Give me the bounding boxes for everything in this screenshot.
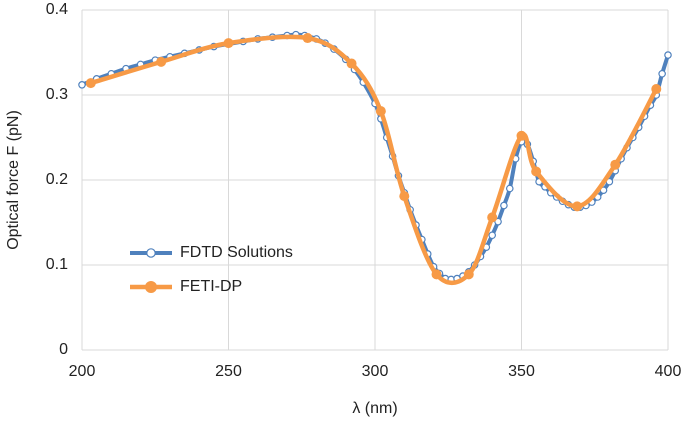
marker bbox=[431, 269, 442, 280]
x-tick-label: 350 bbox=[508, 363, 535, 380]
x-tick-label: 200 bbox=[69, 363, 96, 380]
y-tick-label: 0.1 bbox=[46, 256, 68, 273]
marker bbox=[85, 78, 96, 89]
marker bbox=[78, 81, 86, 89]
y-tick-label: 0 bbox=[59, 341, 68, 358]
marker bbox=[610, 159, 621, 170]
marker bbox=[156, 56, 167, 67]
y-tick-label: 0.4 bbox=[46, 1, 68, 18]
marker bbox=[658, 69, 666, 78]
marker bbox=[664, 51, 672, 59]
legend-label: FETI-DP bbox=[180, 278, 242, 295]
line bbox=[90, 34, 659, 286]
marker bbox=[651, 84, 662, 95]
x-tick-label: 400 bbox=[655, 363, 682, 380]
marker bbox=[505, 184, 514, 193]
marker bbox=[399, 191, 410, 202]
x-tick-label: 300 bbox=[362, 363, 389, 380]
marker bbox=[531, 166, 542, 177]
marker bbox=[488, 231, 497, 240]
x-axis-title: λ (nm) bbox=[352, 400, 397, 417]
legend-marker bbox=[145, 281, 157, 293]
marker bbox=[487, 212, 498, 223]
marker bbox=[572, 201, 583, 212]
marker bbox=[346, 58, 357, 69]
y-tick-label: 0.3 bbox=[46, 86, 68, 103]
marker bbox=[500, 201, 508, 210]
marker bbox=[375, 106, 386, 117]
x-tick-label: 250 bbox=[215, 363, 242, 380]
marker bbox=[302, 33, 313, 44]
marker bbox=[516, 130, 527, 141]
y-tick-label: 0.2 bbox=[46, 171, 68, 188]
marker bbox=[223, 38, 234, 49]
marker bbox=[494, 217, 502, 226]
legend-marker bbox=[146, 248, 156, 258]
legend-label: FDTD Solutions bbox=[180, 244, 293, 261]
y-axis-title: Optical force F (pN) bbox=[5, 110, 22, 250]
marker bbox=[463, 269, 474, 280]
